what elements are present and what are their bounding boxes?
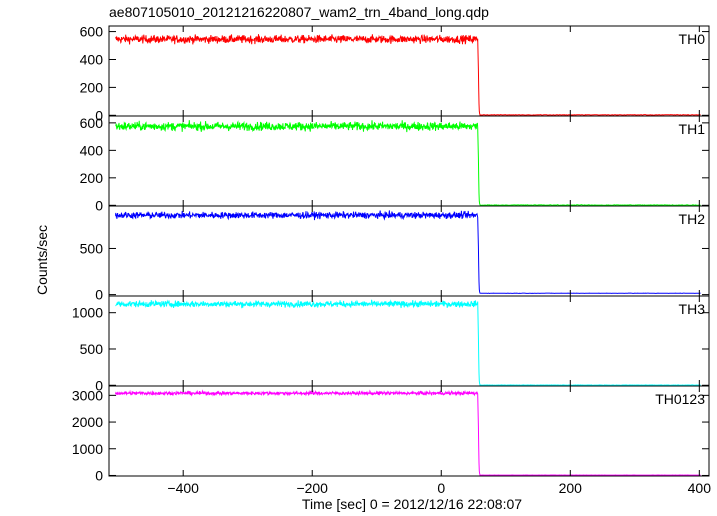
y-tick-label: 500 [80,341,104,357]
y-tick-label: 2000 [72,414,103,430]
y-tick-label: 400 [80,51,104,67]
panel-label: TH1 [679,121,706,137]
x-axis: −400 −200 0 200 400 [167,480,711,496]
y-tick-label: 600 [80,115,104,131]
panel-th0: 0 200 400 600 TH0 [80,24,710,123]
y-tick-label: 1000 [72,441,103,457]
panel-label: TH3 [679,301,706,317]
series-th1 [115,120,701,206]
panel-th0123: 0 1000 2000 3000 TH0123 [72,385,710,483]
y-tick-label: 200 [80,170,104,186]
panel-frame [108,385,710,477]
series-th3 [115,299,701,386]
x-tick-label: 200 [559,480,583,496]
x-tick-label: 400 [688,480,712,496]
y-tick-label: 0 [95,107,103,123]
panels: 0 200 400 600 TH0 0 200 400 600 TH1 0 500 TH2 0 500 100… [72,24,710,483]
x-tick-label: −400 [167,480,199,496]
y-tick-label: 0 [95,287,103,303]
x-axis-title: Time [sec] 0 = 2012/12/16 22:08:07 [302,496,522,512]
series-th2 [115,210,701,295]
y-tick-label: 400 [80,142,104,158]
y-tick-label: 500 [80,240,104,256]
series-th0123 [115,389,701,476]
series-th0 [115,34,701,116]
panel-frame [108,205,710,297]
panel-label: TH2 [679,211,706,227]
panel-frame [108,295,710,387]
chart-title: ae807105010_20121216220807_wam2_trn_4ban… [109,4,489,20]
y-tick-label: 0 [95,197,103,213]
panel-th2: 0 500 TH2 [80,205,710,303]
y-tick-label: 0 [95,377,103,393]
panel-th1: 0 200 400 600 TH1 [80,115,710,213]
x-tick-label: 0 [437,480,445,496]
panel-frame [108,115,710,207]
y-tick-label: 3000 [72,387,103,403]
y-tick-label: 600 [80,24,104,40]
panel-th3: 0 500 1000 TH3 [72,295,710,393]
y-tick-label: 1000 [72,305,103,321]
x-tick-label: −200 [296,480,328,496]
y-axis-title: Counts/sec [34,225,50,295]
y-tick-label: 0 [95,467,103,483]
y-tick-label: 200 [80,79,104,95]
panel-label: TH0 [679,31,706,47]
panel-label: TH0123 [655,391,705,407]
